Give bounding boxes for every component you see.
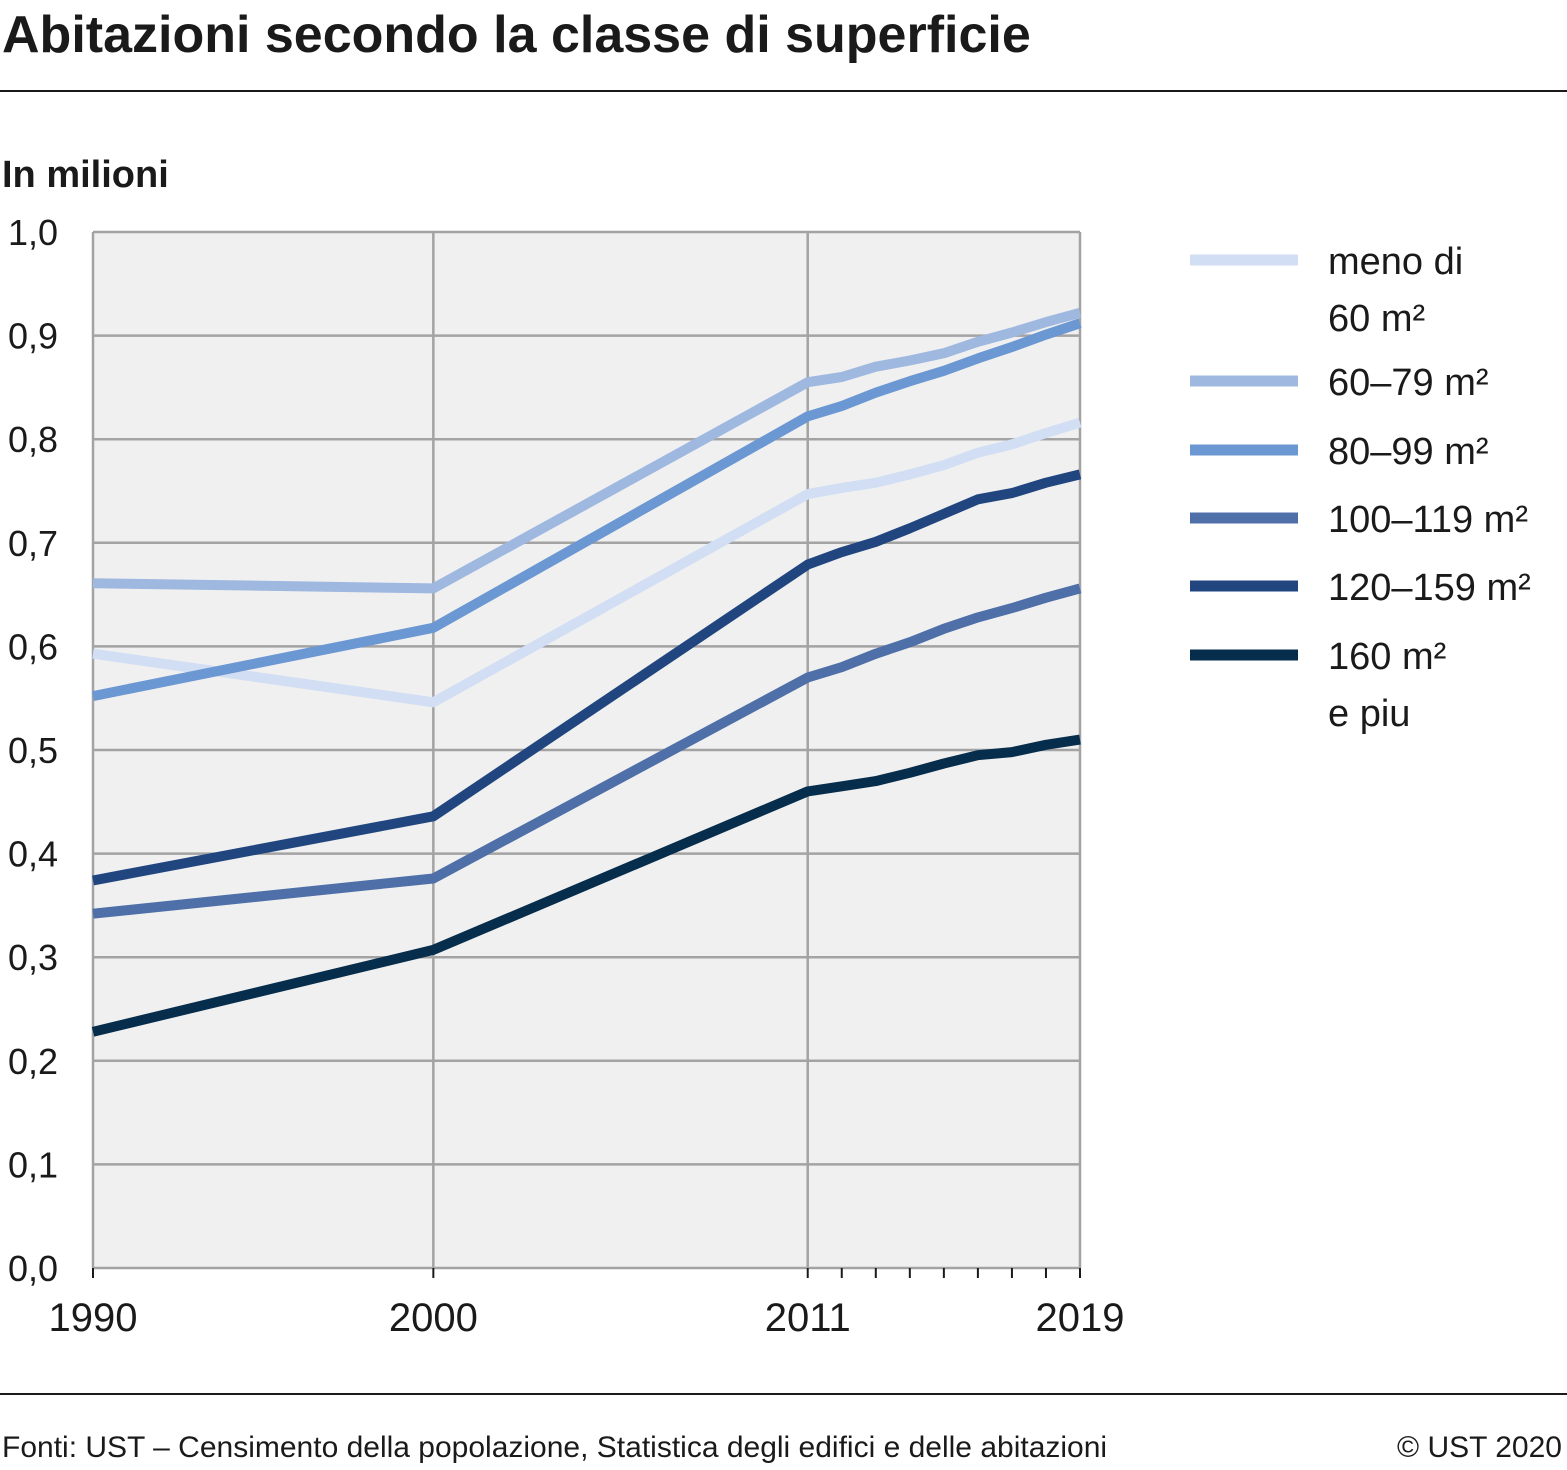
x-tick-label: 2011 — [765, 1296, 851, 1340]
y-tick-label: 0,5 — [8, 730, 58, 771]
y-tick-label: 0,2 — [8, 1041, 58, 1082]
legend-label: 80–99 m² — [1328, 431, 1489, 473]
unit-label: In milioni — [2, 154, 169, 196]
legend-label-line: 60–79 m² — [1328, 362, 1489, 404]
series-line-2 — [92, 307, 1082, 594]
legend-label: 60–79 m² — [1328, 362, 1489, 404]
legend-label-line: 60 m² — [1328, 298, 1425, 340]
y-tick-label: 0,8 — [8, 419, 58, 460]
y-tick-label: 0,3 — [8, 937, 58, 978]
series-group — [91, 307, 1082, 1037]
y-tick-label: 1,0 — [8, 212, 58, 253]
legend-label: 120–159 m² — [1328, 567, 1531, 609]
legend-label: 100–119 m² — [1328, 499, 1528, 541]
y-tick-label: 0,6 — [8, 626, 58, 667]
series-line-6 — [91, 734, 1081, 1037]
source-note: Fonti: UST – Censimento della popolazion… — [2, 1431, 1107, 1464]
y-axis: 0,0 0,1 0,2 0,3 0,4 0,5 0,6 0,7 0,8 0,9 1,0 — [8, 212, 58, 1289]
y-tick-label: 0,1 — [8, 1144, 58, 1185]
y-tick-label: 0,9 — [8, 316, 58, 357]
legend-label-line: 120–159 m² — [1328, 567, 1531, 609]
gridlines — [91, 230, 1082, 1268]
chart-title: Abitazioni secondo la classe di superfic… — [2, 6, 1031, 64]
y-tick-label: 0,0 — [8, 1248, 58, 1289]
series-line-3 — [92, 318, 1082, 702]
x-tick-label: 2019 — [1036, 1296, 1125, 1340]
x-axis: 1990 2000 2011 2019 — [49, 1266, 1125, 1340]
legend-label-line: 100–119 m² — [1328, 499, 1528, 541]
series-line-1 — [92, 417, 1082, 708]
series-line-5 — [92, 469, 1082, 886]
legend-label-line: meno di — [1328, 241, 1463, 283]
legend-label: meno di 60 m² — [1328, 241, 1463, 340]
x-tick-label: 1990 — [49, 1296, 138, 1340]
series-line-4 — [92, 583, 1082, 919]
y-tick-label: 0,4 — [8, 834, 58, 875]
legend-label-line: 160 m² — [1328, 636, 1446, 678]
legend-label-line: 80–99 m² — [1328, 431, 1489, 473]
x-tick-label: 2000 — [389, 1296, 478, 1340]
copyright-note: © UST 2020 — [1397, 1431, 1562, 1464]
legend-label-line: e piu — [1328, 693, 1410, 735]
legend-label: 160 m² e piu — [1328, 636, 1446, 735]
legend: meno di 60 m² 60–79 m² 80–99 m² 100–119 m² 12… — [1190, 241, 1531, 735]
y-tick-label: 0,7 — [8, 523, 58, 564]
